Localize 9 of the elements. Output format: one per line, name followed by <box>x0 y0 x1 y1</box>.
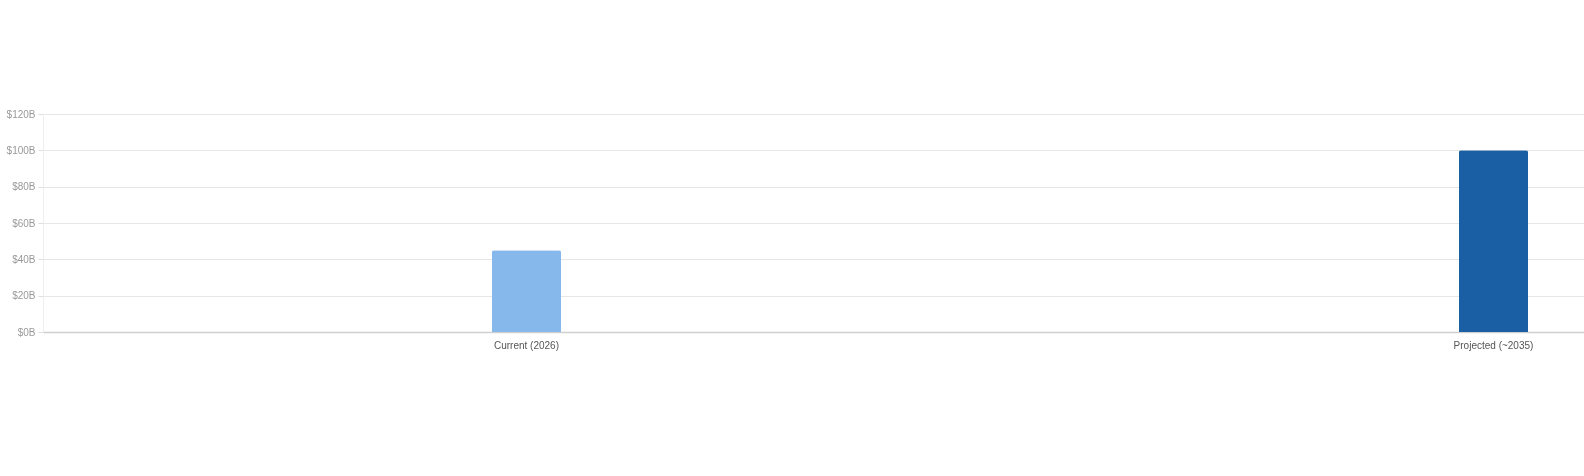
y-tick-label: $120B <box>6 108 36 120</box>
y-tick-label: $80B <box>12 181 36 193</box>
x-tick-label: Projected (~2035) <box>1453 339 1534 351</box>
y-tick-label: $100B <box>6 144 36 156</box>
y-tick-label: $20B <box>12 290 36 302</box>
x-tick-label: Current (2026) <box>493 339 560 351</box>
y-tick-label: $0B <box>17 326 36 338</box>
y-tick-label: $60B <box>12 217 36 229</box>
y-tick-label: $40B <box>12 253 36 265</box>
